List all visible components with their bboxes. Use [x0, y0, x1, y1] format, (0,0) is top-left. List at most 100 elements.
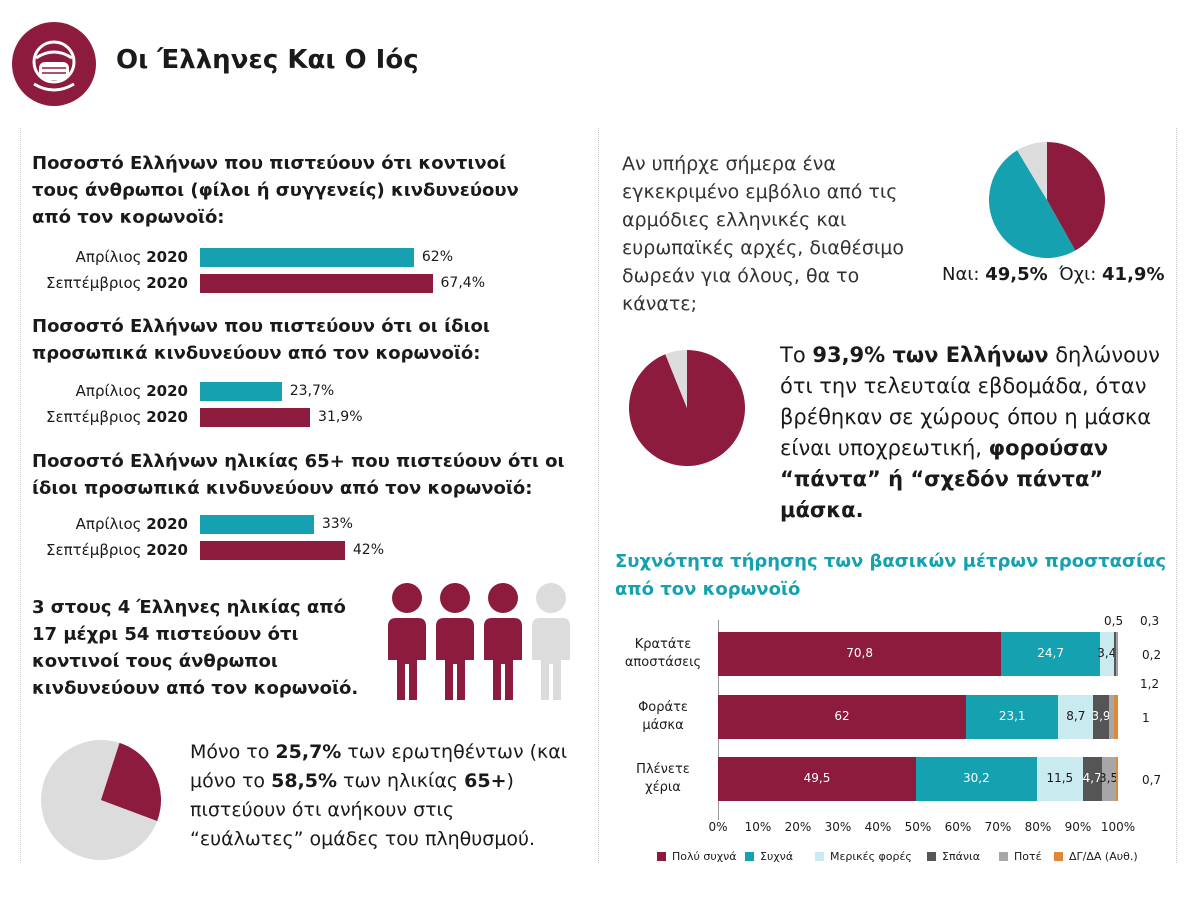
- bar-value-label: 23,7%: [289, 383, 335, 399]
- x-tick-label: 40%: [864, 820, 892, 834]
- bar-segment: [1082, 757, 1102, 801]
- pie-slice-yes: [989, 150, 1076, 258]
- question-personal-risk: Ποσοστό Ελλήνων που πιστεύουν ότι οι ίδι…: [32, 316, 490, 364]
- legend-item: Συχνά: [745, 850, 793, 863]
- vulnerable-text: Μόνο το 25,7% των ερωτηθέντων (και μόνο …: [190, 741, 568, 850]
- chart-title: Συχνότητα τήρησης των βασικών μέτρων προ…: [615, 551, 1167, 600]
- question-close-people: Ποσοστό Ελλήνων που πιστεύουν ότι κοντιν…: [32, 153, 519, 228]
- legend-item: Ποτέ: [999, 850, 1042, 863]
- person-icon: [484, 583, 522, 700]
- bar-label: Απρίλιος 2020: [75, 515, 188, 533]
- segment-value-label: 62: [834, 709, 850, 723]
- bar-segment: [1116, 632, 1119, 676]
- segment-value-label: 70,8: [846, 646, 873, 660]
- x-tick-label: 100%: [1100, 820, 1136, 834]
- bar-segment: [1001, 632, 1100, 676]
- bar: [200, 248, 414, 267]
- category-label: Κρατάτε αποστάσεις: [624, 637, 702, 670]
- legend-label: Συχνά: [760, 850, 794, 863]
- segment-value-label: 1,2: [1140, 677, 1160, 691]
- bar-segment: [966, 695, 1059, 739]
- bar-label: Απρίλιος 2020: [75, 382, 188, 400]
- vaccine-question: Αν υπήρχε σήμερα ένα εγκεκριμένο εμβόλιο…: [622, 153, 905, 315]
- legend-item: Σπάνια: [927, 850, 980, 863]
- center-divider: [598, 128, 599, 863]
- segment-value-label: 30,2: [963, 771, 990, 785]
- x-tick-label: 80%: [1024, 820, 1052, 834]
- category-label: Πλένετε χέρια: [636, 762, 690, 795]
- legend-label: Μερικές φορές: [830, 850, 912, 863]
- segment-value-label: 24,7: [1037, 646, 1064, 660]
- header-logo: [12, 22, 96, 106]
- pie-slice-mask-rest: [665, 350, 687, 408]
- pie-slice-vulnerable: [101, 742, 161, 822]
- bar-segment: [1108, 695, 1114, 739]
- segment-value-label: 1: [1142, 711, 1150, 725]
- legend-label: ΔΓ/ΔΑ (Αυθ.): [1069, 850, 1138, 863]
- bar-segment: [916, 757, 1037, 801]
- legend-label: Πολύ συχνά: [672, 850, 737, 863]
- mask-face-icon: [32, 40, 76, 92]
- segment-value-label: 3,9: [1091, 709, 1111, 723]
- right-divider: [1176, 128, 1177, 863]
- bar-segment: [1100, 632, 1114, 676]
- legend-item: Μερικές φορές: [815, 850, 912, 863]
- vaccine-legend: Ναι: 49,5% Όχι: 41,9%: [942, 264, 1165, 285]
- bar-segment: [718, 695, 966, 739]
- people-stat-text: 3 στους 4 Έλληνες ηλικίας από 17 μέχρι 5…: [32, 597, 359, 699]
- segment-value-label: 4,7: [1082, 771, 1102, 785]
- question-65plus-risk: Ποσοστό Ελλήνων ηλικίας 65+ που πιστεύου…: [32, 451, 565, 499]
- segment-value-label: 8,7: [1066, 709, 1086, 723]
- bar: [200, 408, 311, 427]
- segment-value-label: 0,3: [1140, 614, 1160, 628]
- legend-item: ΔΓ/ΔΑ (Αυθ.): [1054, 850, 1138, 863]
- bar: [200, 274, 433, 293]
- x-tick-label: 0%: [708, 820, 728, 834]
- vulnerable-pie: [36, 735, 166, 865]
- bar-value-label: 67,4%: [440, 275, 485, 291]
- bar-value-label: 33%: [321, 516, 353, 532]
- bar-segment: [1115, 632, 1118, 676]
- category-label: Φοράτε μάσκα: [638, 700, 688, 733]
- bar-value-label: 42%: [352, 542, 385, 558]
- legend-label: Σπάνια: [942, 850, 980, 863]
- legend-swatch: [657, 852, 666, 861]
- segment-value-label: 0,5: [1104, 614, 1124, 628]
- bar-segment: [718, 757, 916, 801]
- bar-segment: [718, 632, 1002, 676]
- x-tick-label: 60%: [944, 820, 972, 834]
- bar-value-label: 31,9%: [318, 409, 363, 425]
- x-tick-label: 90%: [1064, 820, 1092, 834]
- bar-segment: [1058, 695, 1094, 739]
- legend-label: Ποτέ: [1014, 850, 1042, 863]
- legend-swatch: [815, 852, 824, 861]
- vaccine-pie: [985, 138, 1110, 263]
- bar-segment: [1113, 695, 1118, 739]
- pie-slice-other: [1017, 142, 1047, 200]
- legend-swatch: [1054, 852, 1063, 861]
- segment-value-label: 0,7: [1142, 773, 1162, 787]
- segment-value-label: 3,5: [1099, 771, 1119, 785]
- pie-slice-no: [1047, 142, 1105, 251]
- bar: [200, 515, 314, 534]
- bar: [200, 541, 345, 560]
- left-divider: [20, 128, 21, 863]
- mask-text: Το 93,9% των Ελλήνων δηλώνουν ότι την τε…: [780, 343, 1160, 522]
- segment-value-label: 23,1: [998, 709, 1026, 723]
- person-icon: [532, 583, 570, 700]
- bar-segment: [1101, 757, 1116, 801]
- legend-swatch: [745, 852, 754, 861]
- bar-segment: [1093, 695, 1109, 739]
- x-tick-label: 50%: [904, 820, 932, 834]
- legend-item: Πολύ συχνά: [657, 850, 736, 863]
- bar: [200, 382, 282, 401]
- segment-value-label: 49,5: [803, 771, 831, 785]
- bar-label: Σεπτέμβριος 2020: [46, 274, 188, 292]
- person-icon: [388, 583, 426, 700]
- segment-value-label: 11,5: [1046, 771, 1074, 785]
- people-icons: [382, 580, 582, 704]
- legend-swatch: [999, 852, 1008, 861]
- stacked-bar-chart: Κρατάτε αποστάσεις 70,8 24,7 3,4 0,5 0,3 0,2 Φο…: [605, 600, 1195, 900]
- segment-value-label: 3,4: [1097, 646, 1117, 660]
- x-tick-label: 10%: [744, 820, 772, 834]
